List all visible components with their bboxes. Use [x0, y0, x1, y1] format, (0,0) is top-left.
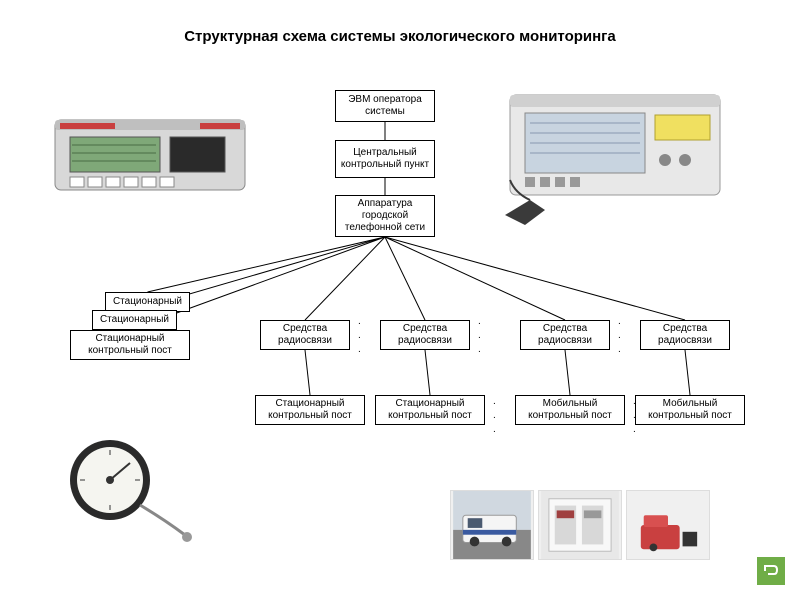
node-r2: Средства радиосвязи [380, 320, 470, 350]
gauge-device [65, 435, 195, 545]
ellipsis-3: ... [493, 395, 496, 437]
node-p3: Мобильный контрольный пост [515, 395, 625, 425]
node-s1: Стационарный [105, 292, 190, 312]
mobile-vehicles [450, 490, 710, 560]
node-p1: Стационарный контрольный пост [255, 395, 365, 425]
node-n1: ЭВМ оператора системы [335, 90, 435, 122]
ellipsis-4: ... [633, 395, 636, 437]
vehicle-photo-2 [538, 490, 622, 560]
ellipsis-1: ... [478, 315, 481, 357]
return-button[interactable] [757, 557, 785, 585]
return-icon [762, 562, 780, 580]
node-n2: Центральный контрольный пункт [335, 140, 435, 178]
node-n3: Аппаратура городской телефонной сети [335, 195, 435, 237]
node-p2: Стационарный контрольный пост [375, 395, 485, 425]
page-title: Структурная схема системы экологического… [0, 28, 800, 45]
vehicle-photo-3 [626, 490, 710, 560]
node-r3: Средства радиосвязи [520, 320, 610, 350]
node-s2: Стационарный [92, 310, 177, 330]
node-s3: Стационарный контрольный пост [70, 330, 190, 360]
device-measurement-unit [500, 85, 730, 235]
node-p4: Мобильный контрольный пост [635, 395, 745, 425]
ellipsis-0: ... [358, 315, 361, 357]
node-r1: Средства радиосвязи [260, 320, 350, 350]
node-r4: Средства радиосвязи [640, 320, 730, 350]
vehicle-photo-1 [450, 490, 534, 560]
device-gas-analyzer [50, 105, 250, 205]
ellipsis-2: ... [618, 315, 621, 357]
